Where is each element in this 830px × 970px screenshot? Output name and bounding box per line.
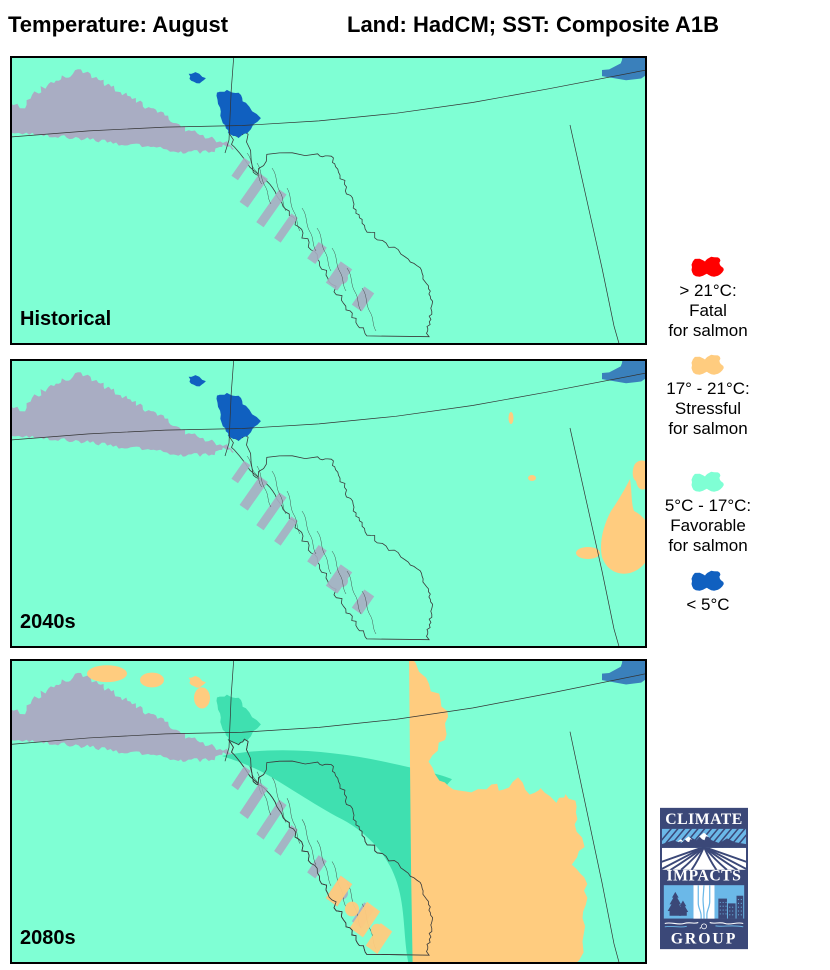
- svg-text:GROUP: GROUP: [671, 931, 738, 948]
- svg-text:IMPACTS: IMPACTS: [667, 867, 742, 884]
- svg-text:CLIMATE: CLIMATE: [665, 811, 743, 828]
